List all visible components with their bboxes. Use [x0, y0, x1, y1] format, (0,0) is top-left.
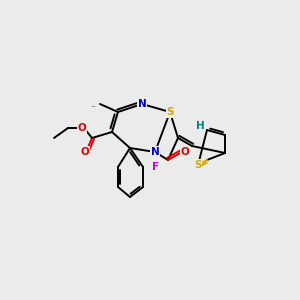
Text: F: F [152, 162, 160, 172]
Text: N: N [151, 147, 159, 157]
Text: N: N [138, 99, 146, 109]
Text: methyl: methyl [92, 105, 96, 106]
Text: S: S [194, 160, 202, 170]
Text: O: O [81, 147, 89, 157]
Text: S: S [166, 107, 174, 117]
Text: O: O [78, 123, 86, 133]
Text: H: H [196, 121, 204, 131]
Text: O: O [181, 147, 189, 157]
